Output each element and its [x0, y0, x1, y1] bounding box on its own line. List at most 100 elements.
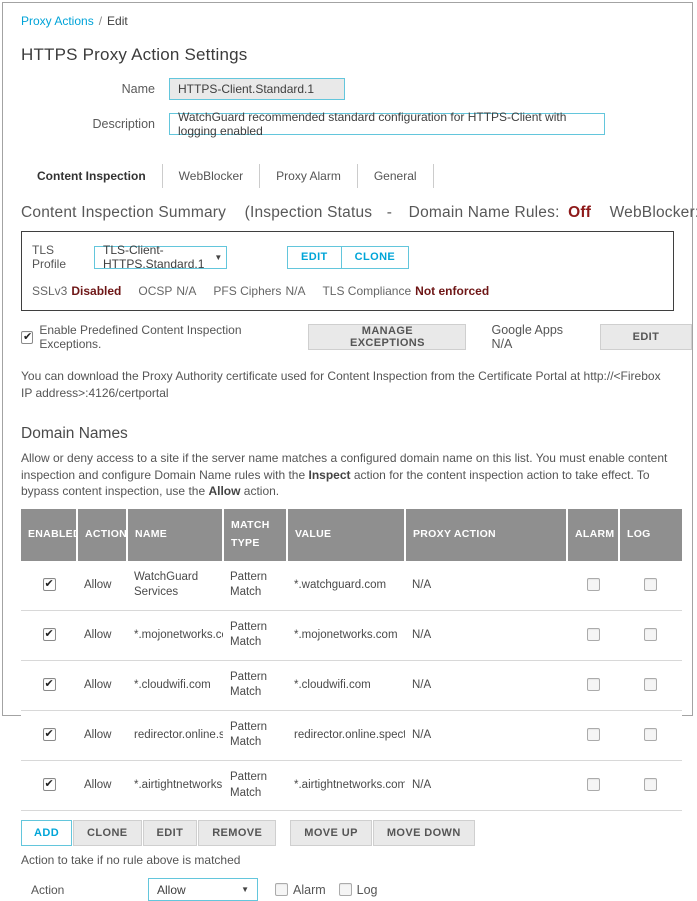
row-action: Allow: [77, 660, 127, 711]
row-alarm-checkbox[interactable]: [586, 778, 600, 792]
row-enabled-checkbox[interactable]: [42, 677, 56, 692]
log-checkbox-label: Log: [356, 882, 378, 897]
move-down-button[interactable]: MOVE DOWN: [372, 820, 475, 847]
domain-name-rules-label: Domain Name Rules:: [408, 204, 560, 221]
tls-profile-label: TLS Profile: [32, 243, 67, 271]
tab-general[interactable]: General: [358, 163, 434, 188]
enable-exceptions-label: Enable Predefined Content Inspection Exc…: [39, 323, 242, 351]
caret-down-icon: ▼: [214, 252, 223, 262]
tls-profile-panel: TLS Profile TLS-Client-HTTPS.Standard.1 …: [21, 231, 674, 311]
log-checkbox[interactable]: [338, 883, 352, 897]
row-alarm-checkbox[interactable]: [586, 628, 600, 642]
alarm-option: Alarm: [275, 883, 326, 897]
row-match-type: Pattern Match: [223, 610, 287, 661]
google-apps-edit-button[interactable]: EDIT: [599, 324, 692, 350]
name-label: Name: [121, 82, 155, 96]
tls-compliance-status: TLS Compliance Not enforced: [322, 284, 490, 298]
default-action-row: Action Allow ▼ Alarm Log: [21, 878, 692, 901]
tls-status-line: SSLv3 Disabled OCSP N/A PFS Ciphers N/A TLS…: [32, 284, 663, 298]
domain-name-rules-status: Off: [568, 204, 592, 221]
alarm-checkbox[interactable]: [275, 883, 288, 897]
row-enabled-checkbox[interactable]: [42, 627, 56, 642]
tab-webblocker[interactable]: WebBlocker: [163, 163, 261, 188]
row-match-type: Pattern Match: [223, 660, 287, 711]
row-alarm-checkbox[interactable]: [586, 728, 600, 742]
row-log-checkbox[interactable]: [644, 728, 657, 742]
row-name: *.airtightnetworks.com: [127, 760, 223, 812]
table-row[interactable]: Allow *.cloudwifi.com Pattern Match *.cl…: [21, 660, 682, 711]
certificate-portal-note: You can download the Proxy Authority cer…: [21, 369, 661, 401]
row-log-checkbox[interactable]: [644, 578, 657, 592]
breadcrumb-link-proxy-actions[interactable]: Proxy Actions: [21, 14, 94, 28]
google-apps-status: Google Apps N/A: [491, 323, 564, 351]
row-name: redirector.online.spectra: [127, 710, 223, 761]
alarm-checkbox-label: Alarm: [293, 882, 326, 897]
content-inspection-summary: Content Inspection Summary (Inspection S…: [21, 204, 697, 222]
table-row[interactable]: Allow *.airtightnetworks.com Pattern Mat…: [21, 760, 682, 812]
name-row: Name HTTPS-Client.Standard.1: [21, 78, 692, 100]
row-alarm-checkbox[interactable]: [586, 678, 600, 692]
col-header-value: VALUE: [287, 509, 406, 561]
sslv3-status: SSLv3 Disabled: [32, 284, 122, 298]
description-field[interactable]: WatchGuard recommended standard configur…: [169, 110, 605, 138]
manage-exceptions-button[interactable]: MANAGE EXCEPTIONS: [308, 324, 467, 350]
row-enabled-checkbox[interactable]: [42, 777, 56, 792]
row-proxy-action: N/A: [405, 560, 567, 611]
tab-content-inspection[interactable]: Content Inspection: [21, 163, 163, 188]
row-value: redirector.online.spectra: [287, 710, 405, 761]
caret-down-icon: ▼: [241, 885, 249, 895]
row-log-checkbox[interactable]: [644, 678, 657, 692]
domain-names-title: Domain Names: [21, 424, 128, 442]
table-header-row: ENABLED ACTION NAME MATCH TYPE VALUE PRO…: [21, 509, 682, 561]
col-header-alarm: ALARM: [567, 509, 620, 561]
row-proxy-action: N/A: [405, 760, 567, 812]
tls-clone-button[interactable]: CLONE: [340, 245, 410, 269]
row-proxy-action: N/A: [405, 710, 567, 761]
default-action-select[interactable]: Allow ▼: [148, 878, 258, 901]
row-value: *.cloudwifi.com: [287, 660, 405, 711]
tls-edit-button[interactable]: EDIT: [287, 245, 342, 269]
row-action: Allow: [77, 710, 127, 761]
row-alarm-checkbox[interactable]: [586, 578, 600, 592]
edit-button[interactable]: EDIT: [142, 820, 198, 847]
table-row[interactable]: Allow redirector.online.spectra Pattern …: [21, 710, 682, 761]
description-label: Description: [92, 117, 155, 131]
breadcrumb-current: Edit: [107, 14, 128, 28]
page-title: HTTPS Proxy Action Settings: [21, 45, 248, 64]
col-header-name: NAME: [127, 509, 224, 561]
row-match-type: Pattern Match: [223, 710, 287, 761]
move-up-button[interactable]: MOVE UP: [290, 820, 372, 847]
row-proxy-action: N/A: [405, 610, 567, 661]
row-action: Allow: [77, 560, 127, 611]
row-log-checkbox[interactable]: [644, 778, 657, 792]
table-row[interactable]: Allow *.mojonetworks.com Pattern Match *…: [21, 610, 682, 661]
pfs-ciphers-status: PFS Ciphers N/A: [213, 284, 306, 298]
tls-profile-select[interactable]: TLS-Client-HTTPS.Standard.1 ▼: [94, 243, 227, 271]
log-option: Log: [338, 882, 378, 897]
table-button-bar: ADD CLONE EDIT REMOVE MOVE UP MOVE DOWN: [21, 820, 692, 847]
row-action: Allow: [77, 760, 127, 812]
col-header-match-type: MATCH TYPE: [223, 509, 288, 561]
tab-proxy-alarm[interactable]: Proxy Alarm: [260, 163, 358, 188]
enable-exceptions-checkbox[interactable]: [21, 330, 34, 344]
row-enabled-checkbox[interactable]: [42, 727, 56, 742]
remove-button[interactable]: REMOVE: [198, 820, 277, 847]
add-button[interactable]: ADD: [21, 820, 73, 847]
clone-button[interactable]: CLONE: [73, 820, 142, 847]
row-value: *.airtightnetworks.com: [287, 760, 405, 812]
no-rule-matched-text: Action to take if no rule above is match…: [21, 853, 241, 868]
row-enabled-checkbox[interactable]: [42, 577, 56, 592]
table-row[interactable]: Allow WatchGuard Services Pattern Match …: [21, 560, 682, 611]
row-proxy-action: N/A: [405, 660, 567, 711]
tls-profile-selected-value: TLS-Client-HTTPS.Standard.1: [103, 243, 205, 271]
domain-names-description: Allow or deny access to a site if the se…: [21, 450, 668, 499]
description-row: Description WatchGuard recommended stand…: [21, 110, 692, 138]
name-field[interactable]: HTTPS-Client.Standard.1: [169, 78, 345, 100]
summary-title: Content Inspection Summary: [21, 204, 227, 221]
row-name: *.cloudwifi.com: [127, 660, 223, 711]
default-action-selected-value: Allow: [157, 882, 186, 897]
breadcrumb: Proxy Actions / Edit: [21, 3, 692, 28]
row-log-checkbox[interactable]: [644, 628, 657, 642]
col-header-action: ACTION: [77, 509, 128, 561]
